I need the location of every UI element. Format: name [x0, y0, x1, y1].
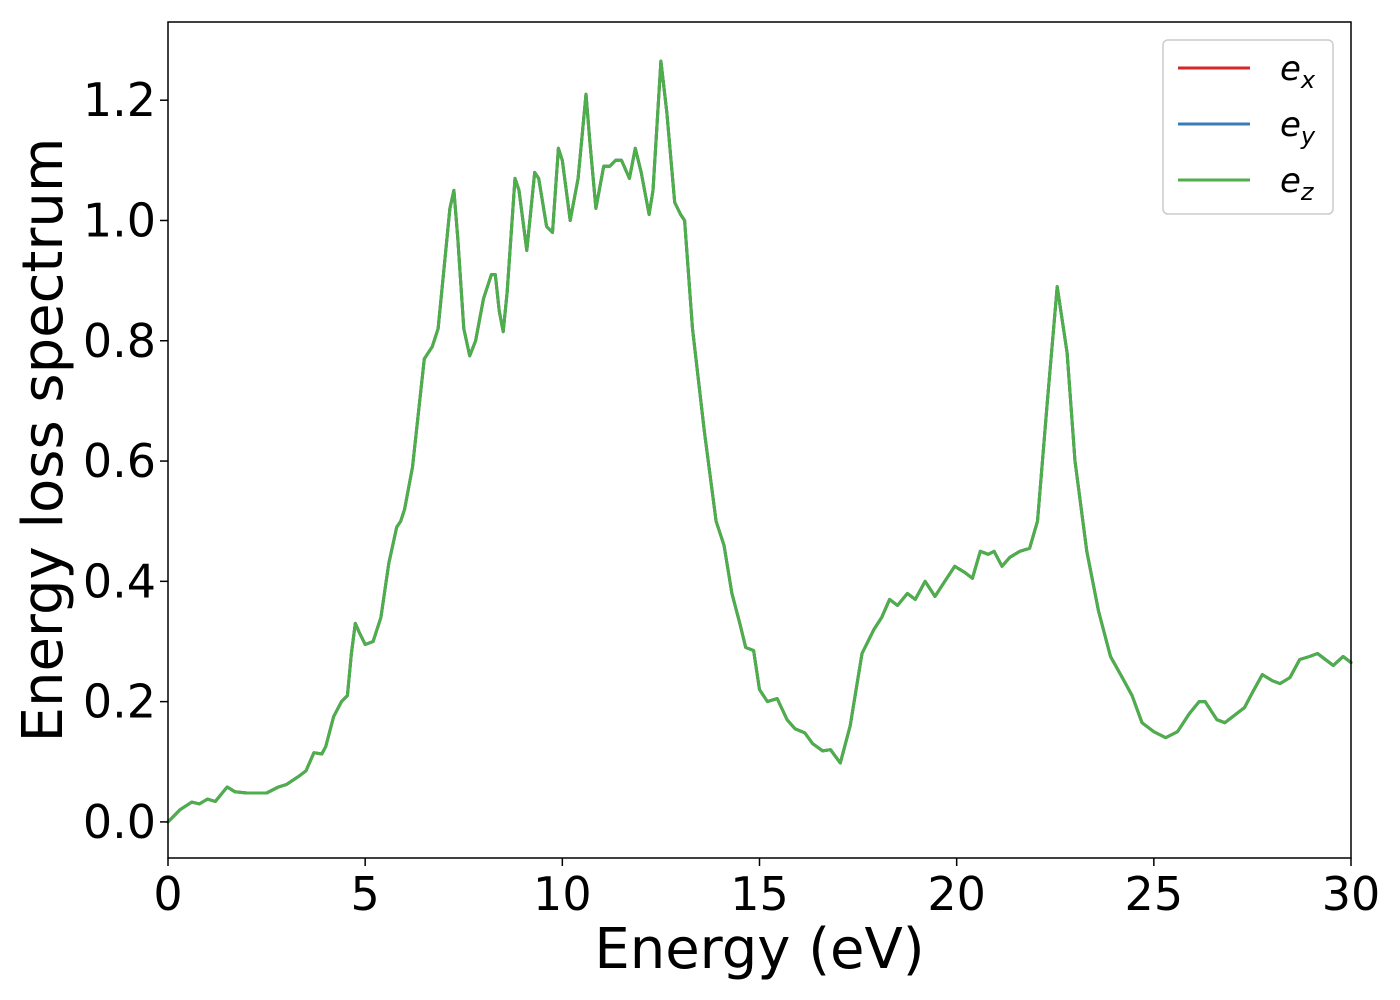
x-tick-label: 25 — [1125, 867, 1184, 921]
legend-label-ez: ez — [1280, 161, 1315, 206]
y-tick-label: 0.2 — [83, 675, 156, 729]
y-tick-label: 1.2 — [83, 73, 156, 127]
x-tick-label: 30 — [1322, 867, 1381, 921]
y-tick-label: 0.8 — [83, 314, 156, 368]
x-tick-label: 20 — [927, 867, 986, 921]
series-line-e-z — [166, 59, 1353, 824]
legend-box — [1162, 39, 1334, 215]
x-axis-title: Energy (eV) — [594, 917, 924, 982]
y-tick-label: 1.0 — [83, 193, 156, 247]
series-layer — [166, 59, 1353, 824]
y-axis-ticks: 0.0 0.2 0.4 0.6 0.8 1.0 1.2 — [83, 73, 168, 849]
y-tick-label: 0.4 — [83, 554, 156, 608]
y-tick-label: 0.0 — [83, 795, 156, 849]
y-axis-title: Energy loss spectrum — [11, 138, 76, 743]
x-tick-label: 10 — [533, 867, 592, 921]
x-tick-label: 5 — [351, 867, 380, 921]
x-tick-label: 15 — [730, 867, 789, 921]
x-axis-ticks: 0 5 10 15 20 25 30 — [153, 858, 1380, 921]
y-tick-label: 0.6 — [83, 434, 156, 488]
x-tick-label: 0 — [153, 867, 182, 921]
